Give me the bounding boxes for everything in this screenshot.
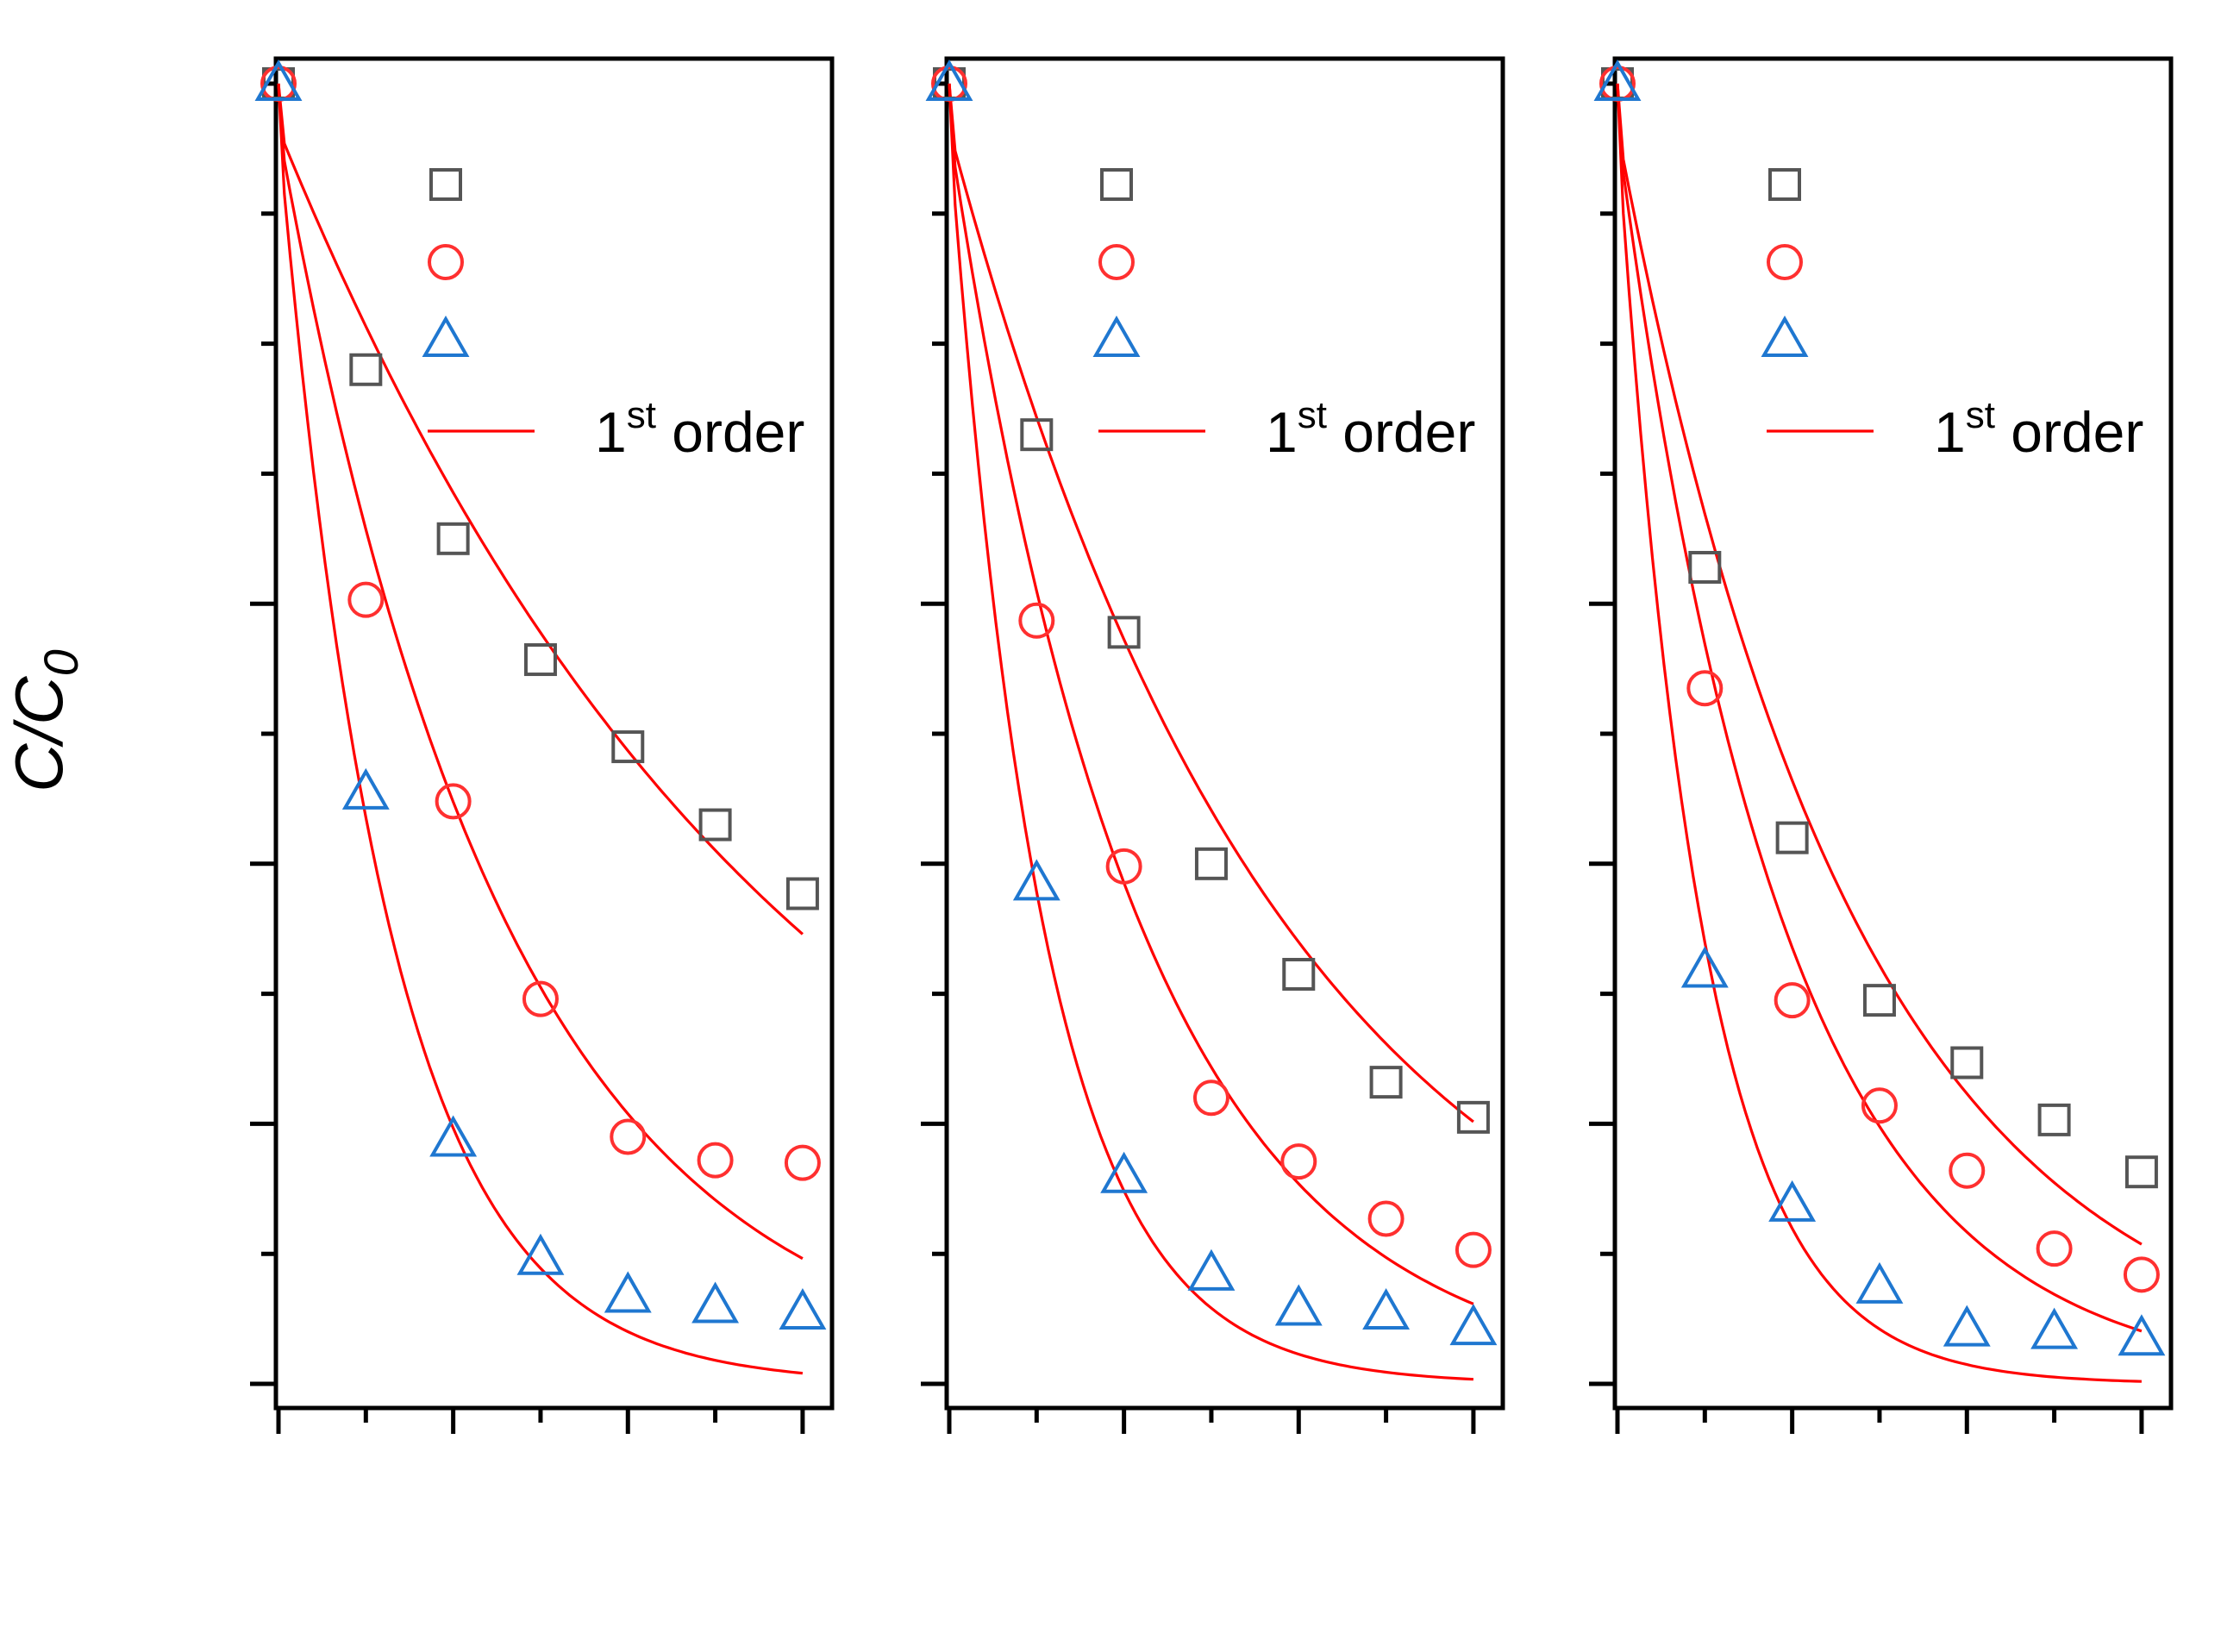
legend-marker-circle [1767, 244, 1803, 280]
y-axis-title: C/C0 [1, 649, 88, 792]
data-point-circle [1192, 1079, 1229, 1117]
fit-curve-2 [1616, 83, 2143, 1333]
legend-fit-label: 1st order [1934, 394, 2143, 464]
data-point-circle [1105, 848, 1142, 885]
data-point-circle [1686, 670, 1724, 707]
data-point-circle [697, 1142, 734, 1179]
legend-fit-superscript: st [627, 394, 656, 436]
data-point-square [1194, 847, 1228, 880]
legend-fit-label: 1st order [1266, 394, 1475, 464]
fit-curve-1 [277, 83, 804, 936]
data-point-triangle [604, 1271, 652, 1313]
legend-marker-triangle [1761, 315, 1809, 357]
data-point-circle [522, 980, 559, 1017]
legend-fit-number: 1 [1266, 400, 1298, 464]
data-point-triangle [516, 1233, 565, 1275]
legend-fit-number: 1 [1934, 400, 1966, 464]
legend-fit-text: order [1327, 400, 1475, 464]
data-point-square [611, 730, 645, 764]
data-point-square [2124, 1155, 2158, 1189]
data-point-triangle [254, 59, 303, 101]
legend-marker-square [1100, 168, 1133, 201]
data-point-square [1862, 984, 1896, 1017]
data-point-circle [1861, 1087, 1898, 1124]
legend-fit-label: 1st order [595, 394, 804, 464]
data-point-triangle [1593, 59, 1642, 101]
plot-frame [944, 56, 1505, 1411]
data-point-circle [1774, 982, 1811, 1019]
y-axis-title-subscript: 0 [34, 649, 88, 676]
legend-marker-square [1768, 168, 1801, 201]
data-point-triangle [691, 1281, 740, 1323]
data-point-square [349, 353, 383, 386]
data-point-square [1282, 957, 1316, 991]
data-point-triangle [1943, 1305, 1991, 1347]
data-point-triangle [1187, 1248, 1236, 1291]
data-point-circle [1455, 1231, 1492, 1268]
data-point-circle [1018, 602, 1055, 639]
data-point-triangle [429, 1115, 478, 1157]
data-point-triangle [1362, 1288, 1411, 1330]
data-point-triangle [1100, 1151, 1148, 1193]
data-point-square [1688, 550, 1722, 584]
plot-frame [1612, 56, 2174, 1411]
fit-curve-1 [948, 83, 1474, 1123]
data-point-circle [2036, 1230, 2073, 1267]
fit-curve-2 [277, 83, 804, 1261]
data-point-square [1107, 616, 1141, 649]
data-point-triangle [1855, 1261, 1904, 1304]
data-point-square [1950, 1046, 1984, 1079]
panel-ar18: 1st order [250, 56, 835, 1434]
legend-marker-triangle [1092, 315, 1141, 357]
legend-marker-circle [1098, 244, 1135, 280]
data-point-square [2037, 1103, 2071, 1136]
fit-curve-3 [277, 83, 804, 1375]
svg-text:C/C0: C/C0 [1, 649, 88, 792]
data-point-triangle [2118, 1314, 2166, 1356]
data-point-triangle [925, 59, 973, 101]
data-point-square [523, 643, 557, 677]
fit-curve-2 [948, 83, 1474, 1305]
data-point-circle [2123, 1256, 2160, 1293]
fit-curve-1 [1616, 83, 2143, 1246]
data-point-square [1020, 418, 1054, 452]
data-point-square [1456, 1100, 1490, 1134]
data-point-square [1369, 1066, 1403, 1099]
data-point-circle [1280, 1143, 1317, 1180]
data-point-triangle [1274, 1284, 1323, 1326]
data-point-square [1775, 821, 1809, 854]
data-point-triangle [1012, 859, 1060, 901]
legend-marker-triangle [422, 315, 470, 357]
data-point-square [698, 808, 732, 842]
data-point-triangle [2030, 1307, 2079, 1349]
data-point-circle [1367, 1200, 1405, 1237]
data-point-triangle [1768, 1180, 1817, 1222]
data-point-triangle [1449, 1304, 1498, 1346]
fit-curve-3 [1616, 83, 2142, 1383]
data-point-circle [347, 581, 385, 618]
data-point-circle [784, 1144, 821, 1181]
legend-fit-text: order [656, 400, 804, 464]
panel-ar66: 1st order [921, 56, 1505, 1434]
y-axis-title-main: C/C [1, 676, 77, 792]
plot-frame [273, 56, 835, 1411]
legend-fit-number: 1 [595, 400, 627, 464]
data-point-circle [435, 783, 472, 820]
legend-fit-superscript: st [1966, 394, 1995, 436]
data-point-triangle [779, 1288, 827, 1330]
panel-or2: 1st order [1589, 56, 2174, 1434]
data-point-circle [1949, 1152, 1986, 1189]
legend-fit-superscript: st [1298, 394, 1327, 436]
data-point-circle [610, 1118, 647, 1155]
legend-fit-text: order [1995, 400, 2143, 464]
data-point-triangle [1680, 946, 1729, 988]
data-point-triangle [341, 767, 390, 810]
fit-curve-3 [948, 83, 1473, 1381]
data-point-square [785, 877, 819, 910]
data-point-square [436, 522, 470, 555]
legend-marker-square [429, 168, 462, 201]
legend-marker-circle [428, 244, 464, 280]
